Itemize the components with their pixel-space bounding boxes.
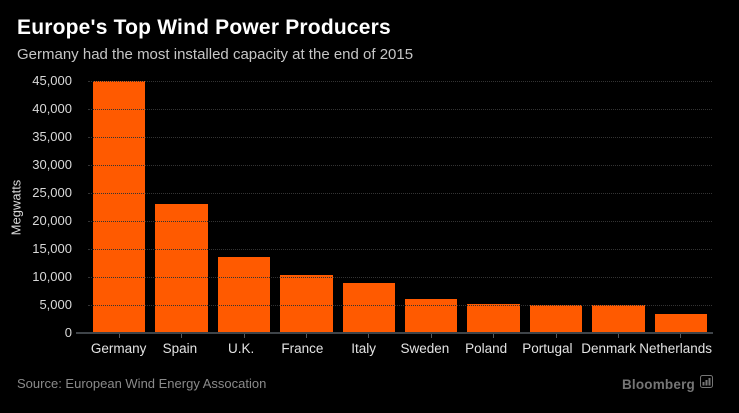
x-tick-portugal bbox=[555, 334, 557, 338]
y-tick-label-30000: 30,000 bbox=[32, 157, 72, 172]
x-axis-ticks bbox=[88, 334, 712, 338]
y-tick-label-40000: 40,000 bbox=[32, 101, 72, 116]
bar-spain bbox=[155, 204, 208, 333]
x-tick-slot-portugal bbox=[525, 334, 587, 338]
gridline-5000 bbox=[88, 305, 712, 306]
x-axis-line bbox=[76, 332, 713, 334]
bar-slot-portugal bbox=[525, 81, 587, 333]
bar-slot-uk bbox=[213, 81, 275, 333]
gridline-25000 bbox=[88, 193, 712, 194]
source-text: Source: European Wind Energy Assocation bbox=[17, 376, 267, 391]
gridline-35000 bbox=[88, 137, 712, 138]
x-label-germany: Germany bbox=[90, 341, 147, 356]
y-axis: Megwatts 45,000 40,000 35,000 30,000 25,000 2… bbox=[0, 0, 80, 413]
x-tick-slot-sweden bbox=[400, 334, 462, 338]
bar-uk bbox=[217, 256, 271, 333]
bar-italy bbox=[342, 282, 396, 333]
x-tick-poland bbox=[493, 334, 495, 338]
bar-slot-germany bbox=[88, 81, 150, 333]
x-label-spain: Spain bbox=[162, 341, 198, 356]
plot-area bbox=[88, 81, 712, 333]
x-tick-slot-denmark bbox=[587, 334, 649, 338]
y-tick-label-10000: 10,000 bbox=[32, 269, 72, 284]
x-tick-italy bbox=[368, 334, 370, 338]
x-label-denmark: Denmark bbox=[581, 341, 636, 356]
bar-france bbox=[280, 274, 333, 333]
x-tick-denmark bbox=[617, 334, 619, 338]
x-label-portugal: Portugal bbox=[522, 341, 573, 356]
y-tick-label-5000: 5,000 bbox=[39, 297, 72, 312]
gridline-10000 bbox=[88, 277, 712, 278]
bar-slot-italy bbox=[338, 81, 400, 333]
gridline-15000 bbox=[88, 249, 712, 250]
x-axis-labels: Germany Spain U.K. France Italy Sweden Poland P… bbox=[88, 341, 712, 356]
x-label-sweden: Sweden bbox=[400, 341, 450, 356]
x-tick-slot-germany bbox=[88, 334, 150, 338]
x-tick-france bbox=[305, 334, 307, 338]
x-tick-slot-uk bbox=[213, 334, 275, 338]
chart-subtitle: Germany had the most installed capacity … bbox=[17, 46, 414, 63]
bar-slot-sweden bbox=[400, 81, 462, 333]
y-tick-label-35000: 35,000 bbox=[32, 129, 72, 144]
brand-name: Bloomberg bbox=[621, 376, 695, 392]
bars-container bbox=[88, 81, 712, 333]
bar-slot-netherlands bbox=[650, 81, 712, 333]
chart-bars-icon bbox=[700, 375, 713, 393]
x-tick-germany bbox=[118, 334, 120, 338]
bar-denmark bbox=[592, 304, 645, 333]
x-tick-slot-italy bbox=[338, 334, 400, 338]
x-label-france: France bbox=[281, 341, 324, 356]
bar-slot-france bbox=[275, 81, 337, 333]
y-tick-label-25000: 25,000 bbox=[32, 185, 72, 200]
y-tick-label-15000: 15,000 bbox=[32, 241, 72, 256]
x-label-netherlands: Netherlands bbox=[639, 341, 713, 356]
y-axis-title: Megwatts bbox=[8, 179, 24, 236]
x-tick-slot-netherlands bbox=[650, 334, 712, 338]
x-tick-sweden bbox=[430, 334, 432, 338]
x-tick-netherlands bbox=[680, 334, 682, 338]
bar-slot-spain bbox=[150, 81, 212, 333]
gridline-40000 bbox=[88, 109, 712, 110]
chart-title: Europe's Top Wind Power Producers bbox=[17, 16, 391, 39]
bar-germany bbox=[93, 81, 146, 333]
x-label-uk: U.K. bbox=[227, 341, 255, 356]
bar-slot-poland bbox=[462, 81, 524, 333]
bar-portugal bbox=[529, 304, 583, 333]
bar-slot-denmark bbox=[587, 81, 649, 333]
gridline-30000 bbox=[88, 165, 712, 166]
gridline-45000 bbox=[88, 81, 712, 82]
bar-poland bbox=[467, 304, 520, 333]
x-tick-spain bbox=[181, 334, 183, 338]
brand: Bloomberg bbox=[622, 375, 713, 393]
x-tick-slot-spain bbox=[150, 334, 212, 338]
x-label-italy: Italy bbox=[351, 341, 376, 356]
x-tick-slot-france bbox=[275, 334, 337, 338]
y-tick-label-20000: 20,000 bbox=[32, 213, 72, 228]
gridline-20000 bbox=[88, 221, 712, 222]
x-label-poland: Poland bbox=[465, 341, 508, 356]
x-tick-uk bbox=[243, 334, 245, 338]
x-tick-slot-poland bbox=[462, 334, 524, 338]
y-tick-label-45000: 45,000 bbox=[32, 73, 72, 88]
bar-netherlands bbox=[654, 313, 708, 333]
y-tick-label-0: 0 bbox=[64, 325, 72, 340]
